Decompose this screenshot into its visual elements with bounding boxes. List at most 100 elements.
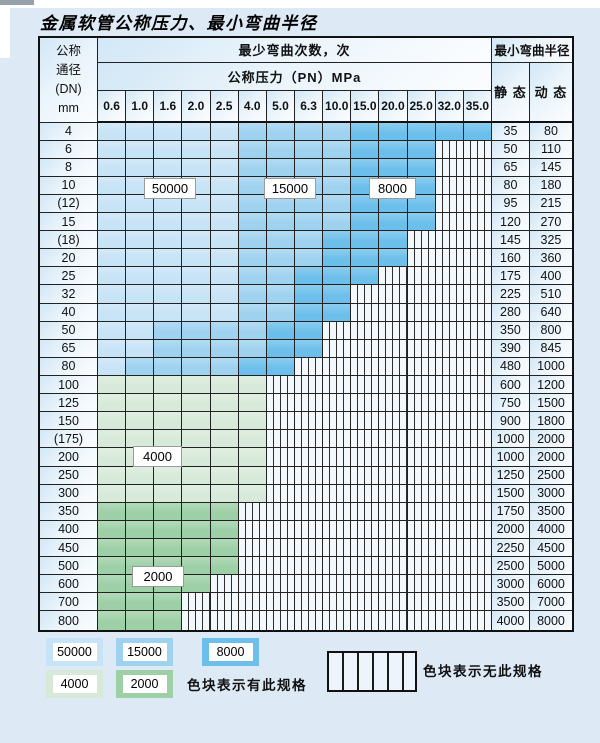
no-spec-cell	[463, 394, 492, 413]
legend-chip-label: 2000	[122, 675, 167, 693]
pressure-col-header: 1.6	[154, 90, 183, 123]
spec-cell	[407, 122, 436, 141]
spec-cell	[238, 213, 267, 232]
no-spec-cell	[266, 502, 295, 521]
spec-cell	[238, 140, 267, 159]
spec-cell	[182, 194, 211, 214]
no-spec-cell	[266, 448, 295, 467]
dynamic-radius-value: 360	[529, 249, 572, 268]
spec-cell	[154, 321, 183, 340]
dn-header: 公称 通径 (DN) mm	[40, 38, 98, 123]
spec-cell	[407, 213, 436, 232]
no-spec-cell	[266, 611, 295, 630]
no-spec-cell	[266, 430, 295, 449]
spec-cell	[294, 122, 324, 141]
spec-cell	[210, 285, 239, 304]
cycle-count-label: 2000	[132, 566, 184, 587]
spec-cell	[407, 194, 436, 214]
spec-cell	[238, 394, 267, 413]
no-spec-cell	[463, 267, 492, 286]
page-title: 金属软管公称压力、最小弯曲半径	[40, 14, 318, 34]
dn-cell: 4	[40, 122, 98, 141]
no-spec-cell	[407, 539, 436, 558]
dynamic-radius-value: 400	[529, 267, 572, 286]
dn-header-line: 公称	[55, 43, 81, 58]
spec-cell	[126, 213, 155, 232]
static-radius-value: 1000	[491, 448, 530, 467]
spec-cell	[238, 412, 267, 431]
no-spec-cell	[266, 593, 295, 612]
spec-cell	[126, 303, 155, 322]
no-spec-cell	[435, 285, 464, 304]
dynamic-radius-value: 270	[529, 213, 572, 232]
spec-cell	[210, 430, 239, 449]
spec-cell	[154, 611, 183, 630]
spec-cell	[154, 303, 183, 322]
spec-cell	[238, 303, 267, 322]
no-spec-cell	[407, 430, 436, 449]
pressure-col-header: 20.0	[379, 90, 408, 123]
legend-chip-label: 4000	[52, 675, 97, 693]
spec-cell	[182, 520, 211, 540]
no-spec-cell	[435, 267, 464, 286]
dynamic-radius-value: 845	[529, 339, 572, 358]
no-spec-cell	[435, 520, 464, 540]
spec-cell	[126, 339, 155, 358]
spec-cell	[266, 267, 295, 286]
dn-cell: 125	[40, 394, 98, 413]
no-spec-cell	[351, 466, 380, 485]
static-radius-value: 65	[491, 158, 530, 177]
spec-cell	[126, 412, 155, 431]
no-spec-cell	[463, 412, 492, 431]
spec-cell	[182, 448, 211, 467]
spec-cell	[351, 158, 380, 177]
dn-cell: 700	[40, 593, 98, 612]
no-spec-cell	[323, 448, 352, 467]
spec-cell	[98, 158, 127, 177]
no-spec-cell	[407, 412, 436, 431]
spec-cell	[266, 303, 295, 322]
no-spec-cell	[210, 575, 239, 594]
spec-cell	[379, 194, 408, 214]
dynamic-radius-value: 2000	[529, 448, 572, 467]
no-spec-cell	[463, 176, 492, 195]
spec-cell	[210, 520, 239, 540]
spec-cell	[210, 412, 239, 431]
no-spec-cell	[435, 575, 464, 594]
spec-cell	[182, 394, 211, 413]
spec-cell	[323, 285, 352, 304]
spec-cell	[266, 213, 295, 232]
spec-cell	[182, 122, 211, 141]
spec-cell	[351, 249, 380, 268]
no-spec-cell	[463, 376, 492, 395]
spec-cell	[98, 502, 127, 521]
no-spec-cell	[323, 557, 352, 576]
spec-cell	[266, 321, 295, 340]
no-spec-cell	[266, 376, 295, 395]
spec-cell	[98, 611, 127, 630]
no-spec-cell	[323, 430, 352, 449]
spec-cell	[323, 231, 352, 250]
no-spec-cell	[463, 194, 492, 214]
spec-cell	[182, 140, 211, 159]
static-radius-value: 2000	[491, 520, 530, 540]
no-spec-cell	[323, 321, 352, 340]
spec-cell	[351, 267, 380, 286]
spec-cell	[463, 122, 492, 141]
static-radius-value: 120	[491, 213, 530, 232]
spec-cell	[351, 140, 380, 159]
static-radius-value: 175	[491, 267, 530, 286]
no-spec-cell	[379, 321, 408, 340]
spec-cell	[154, 231, 183, 250]
no-spec-cell	[435, 158, 464, 177]
spec-cell	[294, 140, 324, 159]
no-spec-cell	[323, 376, 352, 395]
no-spec-cell	[407, 267, 436, 286]
no-spec-cell	[351, 394, 380, 413]
spec-cell	[154, 140, 183, 159]
dn-cell: (175)	[40, 430, 98, 449]
no-spec-cell	[463, 430, 492, 449]
spec-cell	[98, 267, 127, 286]
spec-cell	[210, 321, 239, 340]
scan-margin-left	[0, 0, 10, 58]
